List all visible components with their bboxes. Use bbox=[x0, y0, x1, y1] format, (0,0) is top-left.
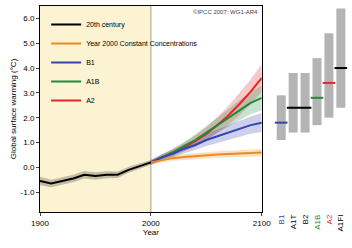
svg-text:A1B: A1B bbox=[86, 78, 100, 85]
svg-text:2.0: 2.0 bbox=[23, 113, 35, 122]
svg-text:2100: 2100 bbox=[253, 219, 271, 228]
svg-text:6.0: 6.0 bbox=[23, 14, 35, 23]
svg-text:A2: A2 bbox=[325, 214, 334, 224]
svg-text:Year 2000 Constant Concentrati: Year 2000 Constant Concentrations bbox=[86, 40, 197, 47]
svg-text:3.0: 3.0 bbox=[23, 89, 35, 98]
svg-text:Year: Year bbox=[143, 228, 160, 237]
svg-text:1900: 1900 bbox=[31, 219, 49, 228]
svg-text:1.0: 1.0 bbox=[23, 138, 35, 147]
svg-text:Global surface warming (°C): Global surface warming (°C) bbox=[9, 58, 18, 159]
svg-text:5.0: 5.0 bbox=[23, 39, 35, 48]
svg-text:-1.0: -1.0 bbox=[21, 188, 35, 197]
svg-text:2000: 2000 bbox=[142, 219, 160, 228]
svg-text:A1FI: A1FI bbox=[336, 215, 345, 232]
svg-text:B1: B1 bbox=[86, 59, 95, 66]
svg-text:A1B: A1B bbox=[313, 215, 322, 230]
svg-text:B1: B1 bbox=[277, 214, 286, 224]
svg-text:A2: A2 bbox=[86, 97, 95, 104]
svg-text:©IPCC 2007: WG1-AR4: ©IPCC 2007: WG1-AR4 bbox=[193, 9, 258, 15]
svg-text:4.0: 4.0 bbox=[23, 64, 35, 73]
svg-text:A1T: A1T bbox=[289, 214, 298, 229]
svg-text:20th century: 20th century bbox=[86, 21, 125, 29]
svg-text:0.0: 0.0 bbox=[23, 163, 35, 172]
svg-text:B2: B2 bbox=[301, 214, 310, 224]
